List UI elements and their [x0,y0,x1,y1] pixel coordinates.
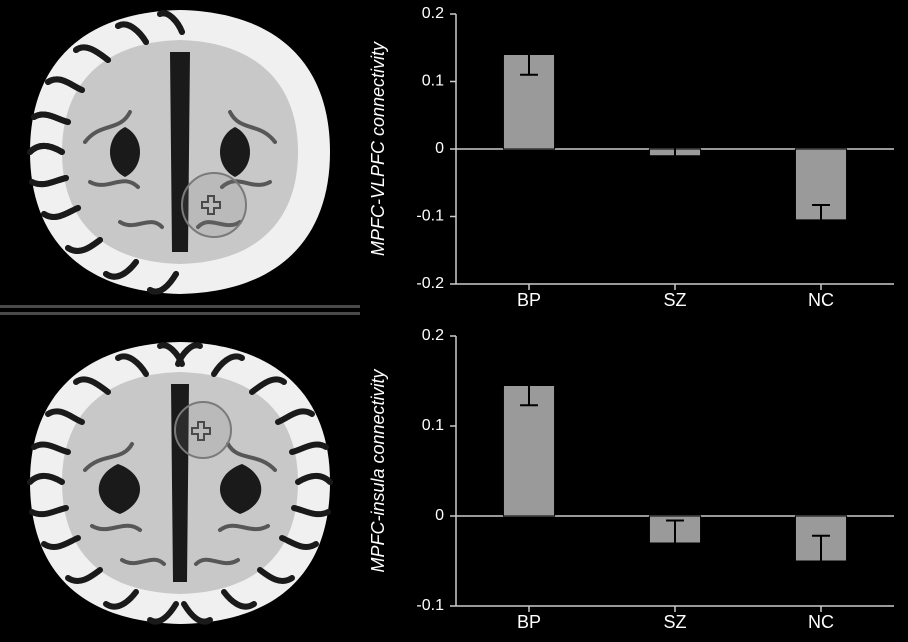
category-label: BP [517,290,541,310]
category-label: BP [517,612,541,632]
row-separator-2 [0,312,360,315]
chart-svg-bottom: -0.1 0 0.1 0.2 BP SZ NC MPFC-insula connectivit… [362,322,908,642]
roi-circle-bottom [175,402,231,458]
brain-slice-top [0,0,360,303]
ytick-label: -0.2 [416,275,444,292]
category-label: SZ [663,612,686,632]
chart-top: -0.2 -0.1 0 0.1 0.2 BP SZ NC MPFC-VLPFC connecti… [362,0,908,320]
y-axis-label: MPFC-insula connectivity [368,368,388,572]
category-label: SZ [663,290,686,310]
row-separator-1 [0,305,360,308]
ytick-label: -0.1 [416,597,444,614]
category-label: NC [808,612,834,632]
ytick-label: 0.1 [422,73,444,90]
ytick-label: 0 [435,140,444,157]
ytick-label: -0.1 [416,208,444,225]
figure-root: -0.2 -0.1 0 0.1 0.2 BP SZ NC MPFC-VLPFC connecti… [0,0,908,642]
chart-bottom: -0.1 0 0.1 0.2 BP SZ NC MPFC-insula connectivit… [362,322,908,642]
roi-circle-top [182,173,246,237]
ytick-label: 0.2 [422,5,444,22]
chart-svg-top: -0.2 -0.1 0 0.1 0.2 BP SZ NC MPFC-VLPFC connecti… [362,0,908,320]
category-label: NC [808,290,834,310]
ytick-label: 0.2 [422,327,444,344]
ytick-label: 0.1 [422,417,444,434]
ytick-label: 0 [435,507,444,524]
brain-slice-bottom [0,330,360,633]
y-axis-label: MPFC-VLPFC connectivity [368,41,388,256]
brain-svg-top [0,0,360,303]
brain-svg-bottom [0,330,360,633]
